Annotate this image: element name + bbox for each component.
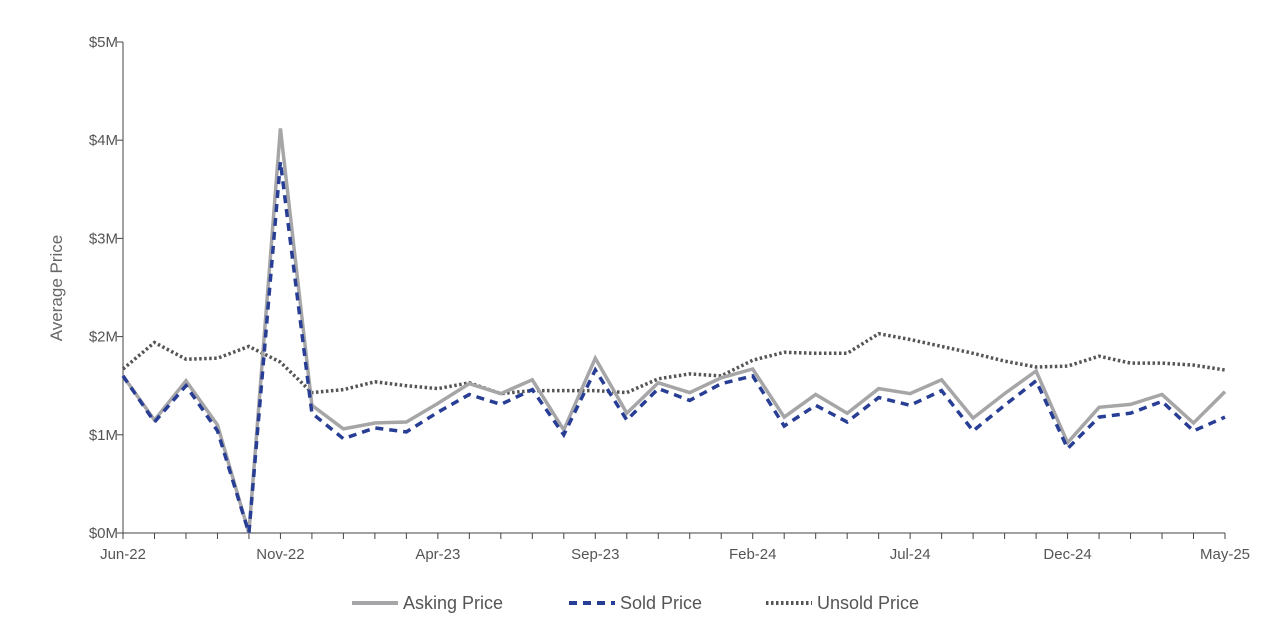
x-tick-label: Jun-22 <box>100 546 146 563</box>
x-tick-label: Sep-23 <box>571 546 619 563</box>
axes: $0M $1M $2M $3M $4M $5M Jun-22 Nov-22 Apr-23 Sep-… <box>89 34 1250 563</box>
x-tick-label: Nov-22 <box>256 546 304 563</box>
x-tick-label: Dec-24 <box>1043 546 1091 563</box>
series-line-asking-price <box>121 128 1227 534</box>
y-axis-title: Average Price <box>47 235 66 341</box>
y-tick-label: $0M <box>89 525 118 542</box>
y-tick-label: $4M <box>89 132 118 149</box>
legend-label-sold-price: Sold Price <box>620 593 702 613</box>
legend-label-asking-price: Asking Price <box>403 593 503 613</box>
y-tick-label: $3M <box>89 230 118 247</box>
series-line-unsold-price <box>121 331 1226 396</box>
y-tick-label: $5M <box>89 34 118 51</box>
y-tick-label: $2M <box>89 329 118 346</box>
series-lines <box>121 128 1227 534</box>
x-tick-label: Feb-24 <box>729 546 777 563</box>
legend: Asking Price Sold Price Unsold Price <box>352 593 919 613</box>
legend-label-unsold-price: Unsold Price <box>817 593 919 613</box>
x-tick-label: Jul-24 <box>890 546 931 563</box>
x-tick-label: Apr-23 <box>415 546 460 563</box>
y-tick-label: $1M <box>89 427 118 444</box>
x-tick-label: May-25 <box>1200 546 1250 563</box>
series-line-sold-price <box>121 161 1226 534</box>
